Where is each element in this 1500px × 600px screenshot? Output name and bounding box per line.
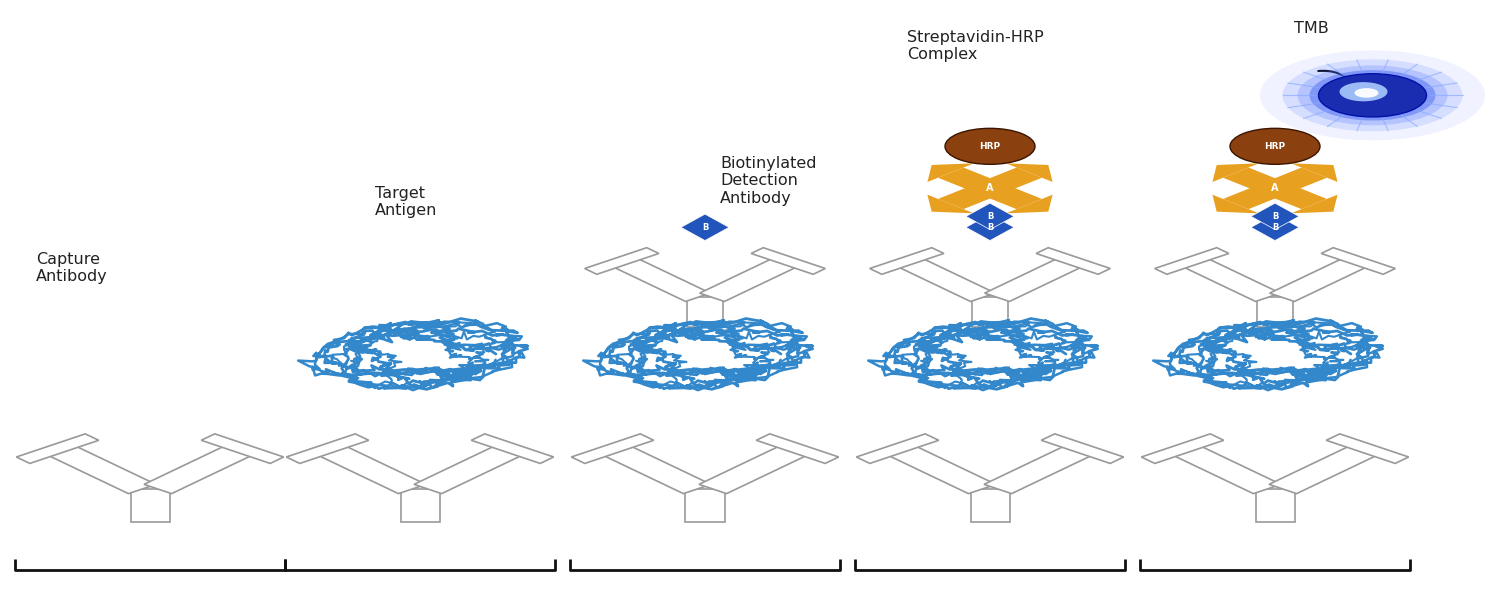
Polygon shape bbox=[870, 248, 944, 274]
Polygon shape bbox=[938, 167, 1002, 193]
Text: B: B bbox=[702, 223, 708, 232]
Polygon shape bbox=[966, 214, 1014, 241]
Circle shape bbox=[1298, 65, 1448, 125]
Polygon shape bbox=[752, 248, 825, 274]
Polygon shape bbox=[756, 434, 839, 463]
Polygon shape bbox=[978, 167, 1042, 193]
Text: Biotinylated
Detection
Antibody: Biotinylated Detection Antibody bbox=[720, 156, 816, 206]
Text: A: A bbox=[987, 184, 993, 193]
Circle shape bbox=[1340, 82, 1388, 101]
Text: HRP: HRP bbox=[980, 142, 1000, 151]
Text: B: B bbox=[1272, 212, 1278, 221]
Polygon shape bbox=[1292, 163, 1338, 182]
Polygon shape bbox=[978, 183, 1042, 209]
Polygon shape bbox=[927, 163, 974, 182]
Polygon shape bbox=[1041, 434, 1124, 463]
Polygon shape bbox=[316, 445, 426, 494]
Polygon shape bbox=[1256, 489, 1294, 522]
Polygon shape bbox=[414, 445, 524, 494]
Polygon shape bbox=[686, 489, 724, 522]
Polygon shape bbox=[612, 258, 711, 301]
Polygon shape bbox=[699, 258, 798, 301]
Polygon shape bbox=[400, 489, 439, 522]
Polygon shape bbox=[1269, 445, 1378, 494]
Text: A: A bbox=[1270, 184, 1278, 193]
Polygon shape bbox=[687, 297, 723, 327]
Polygon shape bbox=[1292, 194, 1338, 214]
Circle shape bbox=[1282, 59, 1462, 131]
Polygon shape bbox=[1212, 194, 1258, 214]
Text: Capture
Antibody: Capture Antibody bbox=[36, 252, 108, 284]
Polygon shape bbox=[886, 445, 996, 494]
Polygon shape bbox=[1269, 258, 1368, 301]
Polygon shape bbox=[1257, 297, 1293, 327]
Polygon shape bbox=[699, 445, 808, 494]
Polygon shape bbox=[1212, 163, 1258, 182]
Circle shape bbox=[1260, 50, 1485, 140]
Polygon shape bbox=[1263, 183, 1328, 209]
Polygon shape bbox=[681, 214, 729, 241]
Polygon shape bbox=[585, 248, 658, 274]
Polygon shape bbox=[46, 445, 156, 494]
Polygon shape bbox=[1263, 167, 1328, 193]
Polygon shape bbox=[602, 445, 711, 494]
Polygon shape bbox=[1007, 163, 1053, 182]
Polygon shape bbox=[201, 434, 284, 463]
Polygon shape bbox=[130, 489, 170, 522]
Text: HRP: HRP bbox=[1264, 142, 1286, 151]
Polygon shape bbox=[1222, 167, 1287, 193]
Polygon shape bbox=[1007, 194, 1053, 214]
Polygon shape bbox=[984, 258, 1083, 301]
Text: Target
Antigen: Target Antigen bbox=[375, 186, 438, 218]
Polygon shape bbox=[966, 203, 1014, 230]
Circle shape bbox=[945, 128, 1035, 164]
Text: B: B bbox=[987, 212, 993, 221]
Polygon shape bbox=[286, 434, 369, 463]
Polygon shape bbox=[1251, 214, 1299, 241]
Polygon shape bbox=[1251, 203, 1299, 230]
Polygon shape bbox=[1222, 183, 1287, 209]
Circle shape bbox=[1230, 128, 1320, 164]
Polygon shape bbox=[144, 445, 254, 494]
Polygon shape bbox=[1036, 248, 1110, 274]
Polygon shape bbox=[897, 258, 996, 301]
Polygon shape bbox=[984, 445, 1094, 494]
Polygon shape bbox=[856, 434, 939, 463]
Text: B: B bbox=[1272, 223, 1278, 232]
Polygon shape bbox=[1142, 434, 1224, 463]
Text: B: B bbox=[987, 223, 993, 232]
Polygon shape bbox=[1155, 248, 1228, 274]
Circle shape bbox=[1310, 70, 1436, 121]
Text: Streptavidin-HRP
Complex: Streptavidin-HRP Complex bbox=[908, 30, 1044, 62]
Polygon shape bbox=[938, 183, 1002, 209]
Polygon shape bbox=[972, 297, 1008, 327]
Polygon shape bbox=[1322, 248, 1395, 274]
Text: TMB: TMB bbox=[1294, 21, 1329, 36]
Polygon shape bbox=[927, 194, 974, 214]
Polygon shape bbox=[1172, 445, 1281, 494]
Circle shape bbox=[1318, 74, 1426, 117]
Polygon shape bbox=[1326, 434, 1408, 463]
Polygon shape bbox=[16, 434, 99, 463]
Polygon shape bbox=[1182, 258, 1281, 301]
Polygon shape bbox=[572, 434, 654, 463]
Polygon shape bbox=[471, 434, 554, 463]
Polygon shape bbox=[970, 489, 1010, 522]
Circle shape bbox=[1354, 88, 1378, 98]
